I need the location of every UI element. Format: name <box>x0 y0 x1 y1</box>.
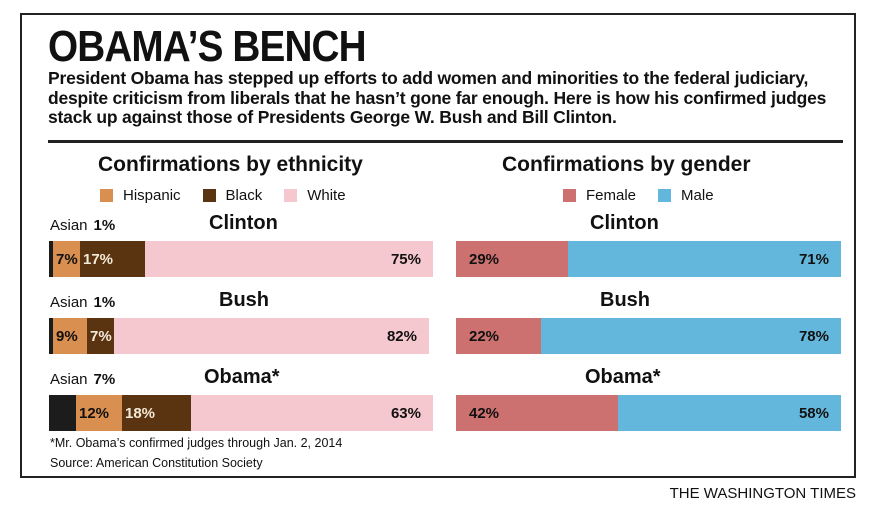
ethnicity-bush-hispanic-segment: 9% <box>53 318 87 354</box>
footnote: *Mr. Obama’s confirmed judges through Ja… <box>50 436 343 450</box>
gender-clinton-female-value: 29% <box>469 250 500 268</box>
legend-label-white: White <box>307 187 346 204</box>
gender-obama-female-segment: 42% <box>456 395 618 431</box>
legend-label-male: Male <box>681 187 714 204</box>
gender-obama-male-value: 58% <box>798 404 829 422</box>
gender-obama-male-segment: 58% <box>618 395 841 431</box>
title-divider <box>48 140 843 143</box>
gender-bush-female-value: 22% <box>469 327 500 345</box>
publisher-credit: THE WASHINGTON TIMES <box>669 485 856 502</box>
asian-prefix: Asian <box>50 217 88 234</box>
ethnicity-clinton-white-value: 75% <box>390 250 421 268</box>
ethnicity-obama-hispanic-value: 12% <box>79 404 110 422</box>
ethnicity-bush-black-value: 7% <box>90 327 112 345</box>
ethnicity-obama-black-value: 18% <box>125 404 156 422</box>
gender-obama-bar: 42% 58% <box>456 395 841 431</box>
gender-bush-male-segment: 78% <box>541 318 841 354</box>
legend-swatch-hispanic <box>100 189 113 202</box>
ethnicity-bush-asian-label: Asian 1% <box>50 294 115 311</box>
ethnicity-obama-label: Obama* <box>204 366 280 388</box>
ethnicity-bush-asian-segment <box>49 318 53 354</box>
ethnicity-bush-label: Bush <box>219 289 269 311</box>
ethnicity-obama-white-value: 63% <box>390 404 421 422</box>
gender-clinton-bar: 29% 71% <box>456 241 841 277</box>
legend-item-white: White <box>284 187 346 204</box>
chart-title: OBAMA’S BENCH <box>48 22 367 71</box>
ethnicity-obama-bar: 12% 18% 63% <box>49 395 433 431</box>
ethnicity-bush-hispanic-value: 9% <box>56 327 78 345</box>
asian-value: 7% <box>93 371 116 388</box>
ethnicity-clinton-asian-segment <box>49 241 53 277</box>
ethnicity-obama-black-segment: 18% <box>122 395 191 431</box>
ethnicity-clinton-label: Clinton <box>209 212 278 234</box>
legend-item-male: Male <box>658 187 714 204</box>
legend-swatch-male <box>658 189 672 202</box>
ethnicity-bush-white-segment: 82% <box>114 318 429 354</box>
legend-item-hispanic: Hispanic <box>100 187 181 204</box>
gender-clinton-label: Clinton <box>590 212 659 234</box>
ethnicity-clinton-black-segment: 17% <box>80 241 145 277</box>
legend-label-black: Black <box>225 187 263 204</box>
gender-chart-title: Confirmations by gender <box>502 153 751 176</box>
legend-label-female: Female <box>586 187 637 204</box>
gender-clinton-male-segment: 71% <box>568 241 841 277</box>
asian-value: 1% <box>93 217 116 234</box>
ethnicity-clinton-hispanic-value: 7% <box>56 250 78 268</box>
asian-value: 1% <box>93 294 116 311</box>
gender-bush-label: Bush <box>600 289 650 311</box>
gender-bush-female-segment: 22% <box>456 318 541 354</box>
ethnicity-obama-asian-segment <box>49 395 76 431</box>
ethnicity-legend: Hispanic Black White <box>100 187 368 204</box>
ethnicity-clinton-white-segment: 75% <box>145 241 433 277</box>
chart-subtitle: President Obama has stepped up efforts t… <box>48 68 827 127</box>
ethnicity-obama-hispanic-segment: 12% <box>76 395 122 431</box>
source-note: Source: American Constitution Society <box>50 456 263 470</box>
legend-swatch-female <box>563 189 576 202</box>
gender-legend: Female Male <box>563 187 736 204</box>
gender-bush-male-value: 78% <box>798 327 829 345</box>
ethnicity-bush-white-value: 82% <box>386 327 417 345</box>
gender-obama-label: Obama* <box>585 366 661 388</box>
ethnicity-bush-black-segment: 7% <box>87 318 114 354</box>
ethnicity-clinton-black-value: 17% <box>83 250 114 268</box>
ethnicity-clinton-asian-label: Asian 1% <box>50 217 115 234</box>
ethnicity-obama-asian-label: Asian 7% <box>50 371 115 388</box>
gender-bush-bar: 22% 78% <box>456 318 841 354</box>
legend-swatch-white <box>284 189 298 202</box>
asian-prefix: Asian <box>50 294 88 311</box>
ethnicity-obama-white-segment: 63% <box>191 395 433 431</box>
legend-label-hispanic: Hispanic <box>123 187 181 204</box>
ethnicity-clinton-bar: 7% 17% 75% <box>49 241 433 277</box>
ethnicity-chart-title: Confirmations by ethnicity <box>98 153 363 176</box>
legend-item-black: Black <box>202 187 263 204</box>
legend-item-female: Female <box>563 187 636 204</box>
graphic-frame <box>20 13 856 478</box>
legend-swatch-black <box>202 189 216 202</box>
gender-clinton-male-value: 71% <box>798 250 829 268</box>
gender-obama-female-value: 42% <box>469 404 500 422</box>
gender-clinton-female-segment: 29% <box>456 241 568 277</box>
ethnicity-bush-bar: 9% 7% 82% <box>49 318 433 354</box>
asian-prefix: Asian <box>50 371 88 388</box>
ethnicity-clinton-hispanic-segment: 7% <box>53 241 80 277</box>
